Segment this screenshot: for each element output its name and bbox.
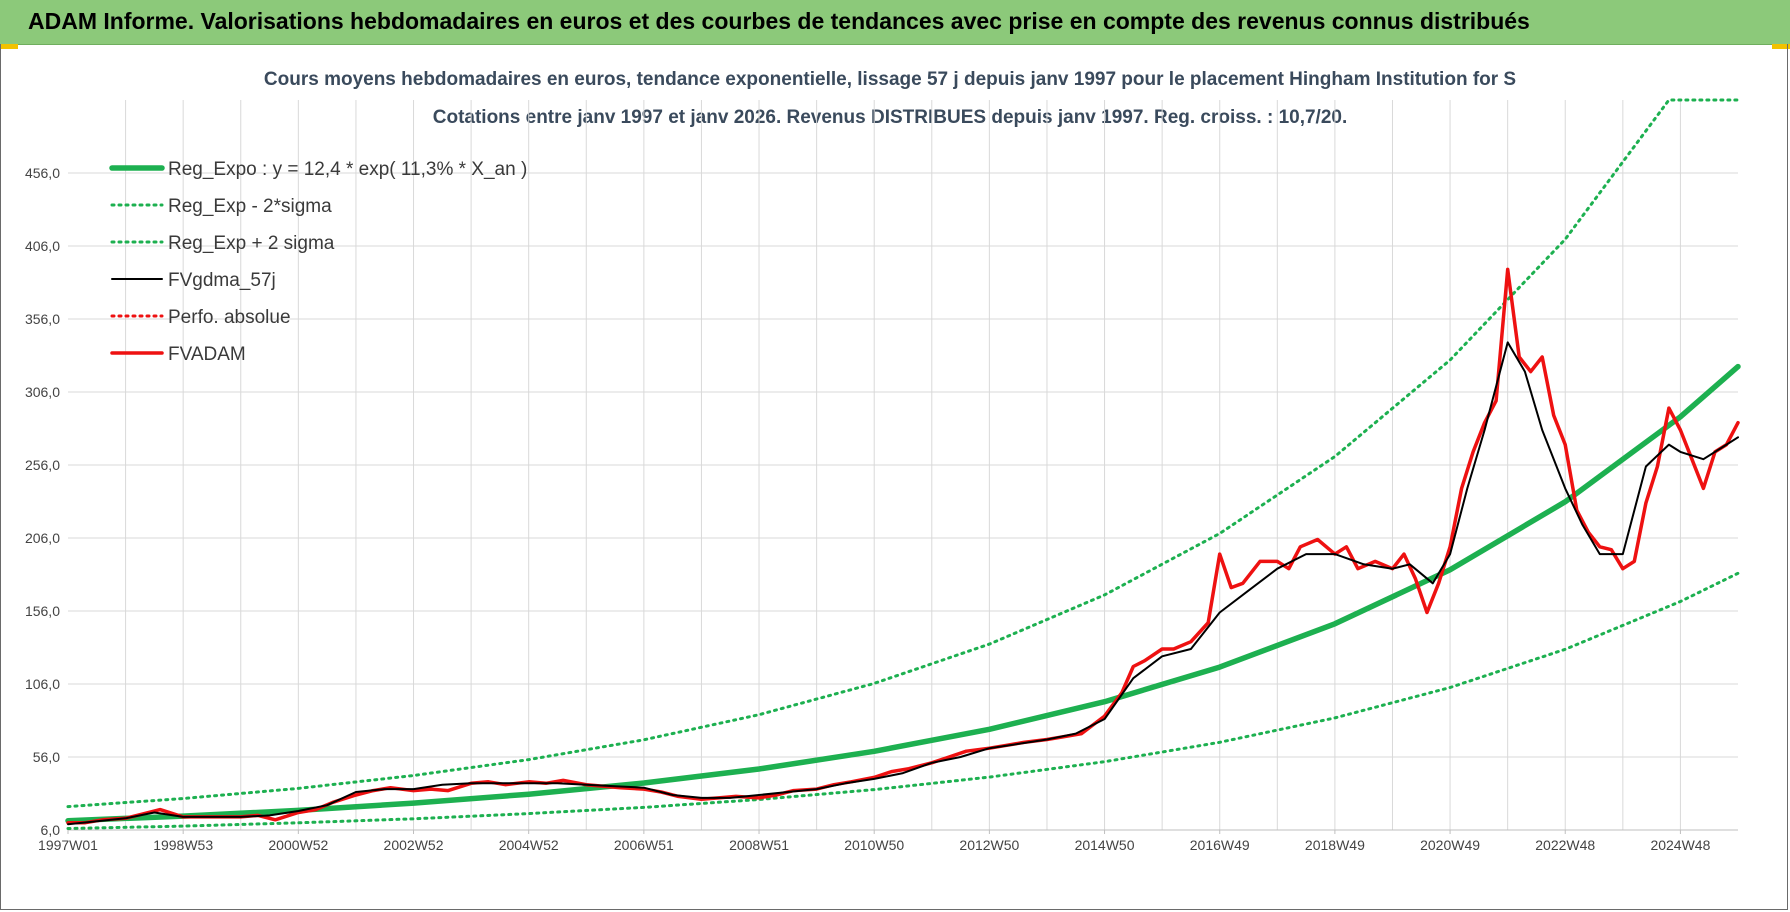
y-tick-label: 6,0 (41, 822, 61, 838)
y-tick-label: 256,0 (25, 457, 60, 473)
y-tick-label: 456,0 (25, 165, 60, 181)
series-line-0 (65, 363, 1741, 824)
banner-title: ADAM Informe. Valorisations hebdomadaire… (28, 8, 1530, 34)
corner-marker (1772, 44, 1790, 49)
x-tick-label: 2016W49 (1190, 837, 1250, 853)
legend-label: Perfo. absolue (168, 307, 291, 328)
y-tick-label: 156,0 (25, 603, 60, 619)
y-tick-label: 56,0 (33, 749, 60, 765)
chart-title-line-1: Cours moyens hebdomadaires en euros, ten… (264, 69, 1516, 90)
chart-title-group: Cours moyens hebdomadaires en euros, ten… (264, 69, 1516, 128)
series-line-1 (66, 571, 1740, 830)
x-tick-label: 2000W52 (268, 837, 328, 853)
legend: Reg_Expo : y = 12,4 * exp( 11,3% * X_an … (109, 159, 527, 365)
x-tick-label: 2010W50 (844, 837, 904, 853)
legend-label: Reg_Exp + 2 sigma (168, 233, 335, 254)
y-tick-label: 356,0 (25, 311, 60, 327)
y-tick-label: 106,0 (25, 676, 60, 692)
chart: Cours moyens hebdomadaires en euros, ten… (25, 69, 1741, 853)
legend-label: FVgdma_57j (168, 270, 276, 291)
x-tick-label: 1998W53 (153, 837, 213, 853)
y-tick-label: 206,0 (25, 530, 60, 546)
x-tick-label: 2006W51 (614, 837, 674, 853)
x-tick-label: 2018W49 (1305, 837, 1365, 853)
x-tick-label: 2024W48 (1650, 837, 1710, 853)
axes: 6,0 56,0 106,0 156,0 206,0 256,0 306,0 356,0 406… (25, 165, 1738, 853)
x-tick-label: 2012W50 (959, 837, 1019, 853)
x-tick-label: 2002W52 (384, 837, 444, 853)
x-tick-label: 2004W52 (499, 837, 559, 853)
series-line-2 (66, 98, 1740, 809)
legend-label: FVADAM (168, 344, 246, 365)
x-tick-label: 2014W50 (1075, 837, 1135, 853)
x-tick-label: 2008W51 (729, 837, 789, 853)
x-tick-label: 2020W49 (1420, 837, 1480, 853)
legend-label: Reg_Expo : y = 12,4 * exp( 11,3% * X_an … (168, 159, 527, 180)
grid (68, 100, 1738, 831)
x-tick-label: 2022W48 (1535, 837, 1595, 853)
header-banner: ADAM Informe. Valorisations hebdomadaire… (0, 0, 1790, 45)
corner-marker (0, 44, 18, 49)
chart-frame (0, 44, 1788, 910)
series-layer (65, 98, 1741, 830)
series-line-3 (67, 341, 1739, 826)
y-tick-label: 406,0 (25, 238, 60, 254)
x-tick-label: 1997W01 (38, 837, 98, 853)
chart-title-line-2: Cotations entre janv 1997 et janv 2026. … (433, 107, 1348, 128)
y-tick-label: 306,0 (25, 384, 60, 400)
legend-label: Reg_Exp - 2*sigma (168, 196, 332, 217)
